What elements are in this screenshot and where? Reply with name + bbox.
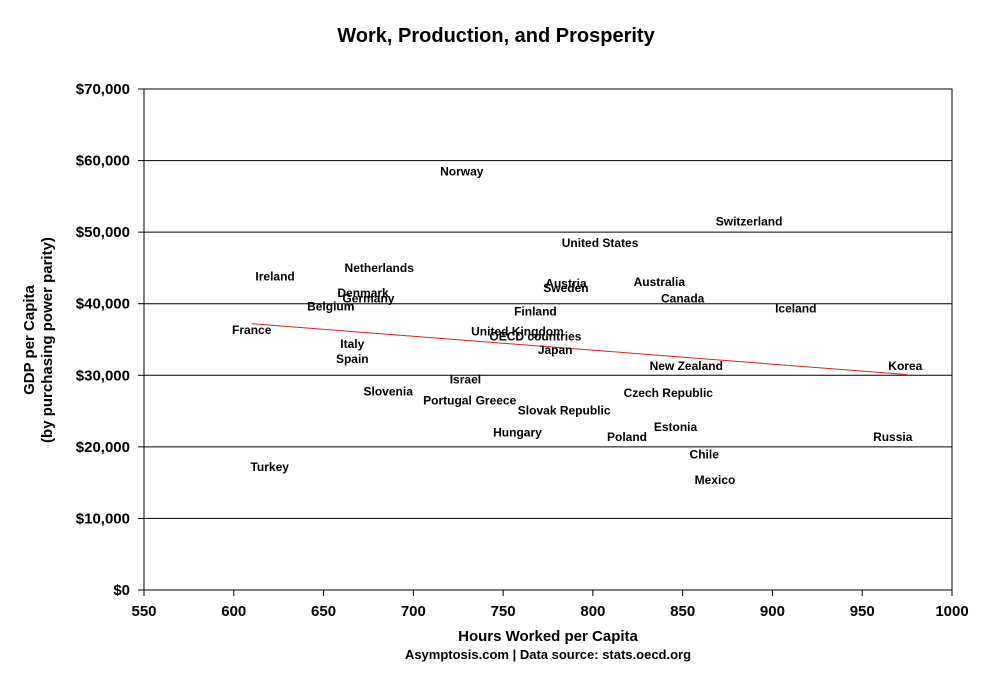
point-label: Estonia [654, 420, 698, 434]
x-tick-label: 800 [580, 603, 605, 620]
x-tick-label: 750 [491, 603, 516, 620]
x-tick-labels: 550 600 650 700 750 800 850 900 950 1000 [131, 590, 969, 620]
point-label: Mexico [695, 473, 736, 487]
point-label: Korea [888, 359, 922, 373]
point-label: United States [562, 236, 639, 250]
x-tick-label: 950 [850, 603, 875, 620]
point-label: Portugal [423, 393, 472, 407]
point-label: Turkey [250, 460, 289, 474]
source-credit: Asymptosis.com | Data source: stats.oecd… [405, 647, 691, 662]
y-tick-label: $50,000 [76, 224, 130, 241]
x-tick-label: 700 [401, 603, 426, 620]
gridlines [144, 160, 952, 519]
point-label: Greece [476, 393, 517, 407]
point-label: Norway [440, 164, 484, 178]
point-label: Poland [607, 430, 647, 444]
point-label: Japan [538, 343, 573, 357]
plot-area-frame [143, 88, 953, 591]
y-tick-label: $20,000 [76, 439, 130, 456]
x-axis-title: Hours Worked per Capita [458, 628, 638, 645]
point-label: Slovak Republic [518, 403, 611, 417]
y-tick-label: $40,000 [76, 296, 130, 313]
point-label: Slovenia [364, 385, 414, 399]
x-tick-label: 1000 [935, 603, 968, 620]
point-label: Iceland [775, 302, 816, 316]
y-tick-label: $60,000 [76, 153, 130, 170]
point-label: Ireland [255, 270, 294, 284]
x-tick-label: 550 [131, 603, 156, 620]
point-label: Canada [661, 292, 705, 306]
point-label: Germany [342, 292, 394, 306]
y-tick-label: $30,000 [76, 367, 130, 384]
trendline [251, 323, 908, 376]
point-label: New Zealand [650, 359, 723, 373]
y-tick-label: $0 [113, 582, 130, 599]
point-label: Sweden [543, 281, 588, 295]
point-label: Hungary [493, 426, 542, 440]
y-axis-title: GDP per Capita [21, 284, 38, 394]
point-label: Israel [450, 373, 481, 387]
y-tick-labels: $0 $10,000 $20,000 $30,000 $40,000 $50,000 $60… [76, 81, 144, 599]
point-label: Russia [873, 430, 913, 444]
y-axis-subtitle: (by purchasing power parity) [39, 237, 56, 443]
point-labels: Norway Switzerland United States Ireland Net… [232, 164, 923, 486]
point-label: United Kingdom [471, 325, 564, 339]
point-label: Denmark [337, 286, 389, 300]
point-label: Spain [336, 352, 369, 366]
x-tick-label: 650 [311, 603, 336, 620]
y-tick-label: $10,000 [76, 510, 130, 527]
point-label: Netherlands [345, 261, 415, 275]
chart-title: Work, Production, and Prosperity [337, 25, 655, 47]
point-label: Belgium [307, 300, 354, 314]
point-label: Chile [690, 448, 720, 462]
x-tick-label: 850 [670, 603, 695, 620]
point-label: Australia [634, 275, 686, 289]
x-tick-label: 900 [760, 603, 785, 620]
point-label: Czech Republic [624, 386, 714, 400]
x-tick-label: 600 [221, 603, 246, 620]
point-label: Italy [340, 337, 364, 351]
y-tick-label: $70,000 [76, 81, 130, 98]
point-label: OECD countries [489, 330, 581, 344]
point-label: Finland [514, 305, 557, 319]
point-label: Austria [545, 277, 587, 291]
point-label: France [232, 323, 272, 337]
trendline-group [251, 323, 908, 376]
point-label: Switzerland [716, 214, 783, 228]
